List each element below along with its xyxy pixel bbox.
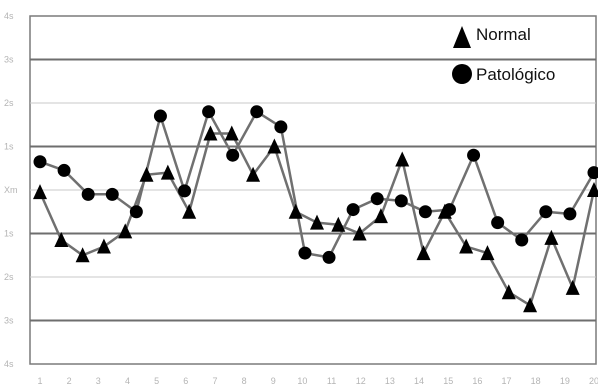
data-point-normal (224, 125, 239, 141)
data-point-normal (373, 208, 388, 224)
x-tick-label: 11 (327, 376, 336, 386)
y-tick-label: 4s (4, 359, 14, 369)
x-tick-label: 4 (125, 376, 130, 386)
y-tick-label: 3s (4, 55, 14, 65)
data-point-normal (501, 284, 516, 300)
data-point-normal (459, 238, 474, 254)
data-point-normal (203, 125, 218, 141)
x-tick-label: 14 (414, 376, 424, 386)
data-point-patologico (81, 187, 95, 201)
x-tick-label: 6 (183, 376, 188, 386)
x-tick-label: 15 (443, 376, 453, 386)
data-point-normal (565, 279, 580, 295)
x-tick-label: 1 (37, 376, 42, 386)
x-tick-label: 12 (356, 376, 366, 386)
data-point-patologico (491, 216, 505, 230)
data-point-patologico (370, 192, 384, 206)
data-point-normal (33, 184, 47, 200)
data-point-patologico (394, 194, 408, 208)
x-tick-label: 13 (385, 376, 395, 386)
data-point-patologico (250, 105, 264, 119)
data-point-patologico (346, 203, 360, 217)
x-tick-label: 10 (297, 376, 307, 386)
legend-label-normal: Normal (476, 25, 531, 44)
data-point-normal (544, 229, 559, 245)
legend: Normal Patológico (452, 25, 555, 84)
series-lines (38, 110, 596, 307)
data-point-normal (331, 216, 346, 232)
data-point-normal (587, 182, 598, 197)
x-tick-label: 16 (472, 376, 482, 386)
data-point-patologico (202, 105, 216, 119)
y-tick-label: 3s (4, 316, 14, 326)
data-point-patologico (33, 155, 47, 169)
data-point-normal (267, 138, 282, 154)
data-point-patologico (539, 205, 553, 219)
x-tick-label: 19 (560, 376, 570, 386)
data-point-normal (182, 203, 197, 219)
x-tick-label: 20 (589, 376, 598, 386)
data-point-normal (416, 245, 431, 261)
data-point-patologico (322, 250, 336, 264)
y-tick-label: 2s (4, 272, 14, 282)
x-tick-label: 2 (67, 376, 72, 386)
data-point-patologico (226, 148, 240, 162)
x-tick-label: 5 (154, 376, 159, 386)
x-tick-label: 7 (212, 376, 217, 386)
data-point-normal (523, 297, 538, 313)
data-point-patologico (587, 166, 598, 180)
data-point-patologico (105, 187, 119, 201)
legend-label-patologico: Patológico (476, 65, 555, 84)
x-tick-label: 3 (96, 376, 101, 386)
data-point-patologico (153, 109, 167, 123)
data-point-normal (139, 166, 154, 182)
data-point-patologico (274, 120, 288, 134)
data-point-patologico (515, 233, 529, 247)
data-point-patologico (129, 205, 143, 219)
y-tick-label: 1s (4, 229, 14, 239)
data-point-normal (352, 225, 367, 241)
data-point-normal (118, 223, 133, 239)
y-tick-label: 2s (4, 98, 14, 108)
series-markers (33, 105, 598, 313)
data-point-patologico (298, 246, 312, 260)
y-tick-label: 1s (4, 142, 14, 152)
data-point-normal (395, 151, 410, 167)
data-point-normal (75, 247, 90, 263)
data-point-normal (160, 164, 175, 180)
data-point-normal (54, 232, 69, 248)
data-point-patologico (467, 148, 481, 162)
y-tick-label: Xm (4, 185, 18, 195)
data-point-normal (96, 238, 111, 254)
data-point-normal (480, 245, 495, 261)
legend-triangle-marker (453, 26, 471, 48)
data-point-normal (246, 166, 261, 182)
legend-circle-marker (452, 64, 472, 84)
data-point-patologico (563, 207, 577, 221)
x-tick-label: 18 (531, 376, 541, 386)
data-point-patologico (178, 184, 192, 198)
x-tick-label: 8 (242, 376, 247, 386)
x-tick-label: 9 (271, 376, 276, 386)
data-point-patologico (418, 205, 432, 219)
y-tick-label: 4s (4, 11, 14, 21)
data-point-normal (310, 214, 324, 230)
x-tick-label: 17 (502, 376, 512, 386)
data-point-patologico (442, 203, 456, 217)
data-point-normal (288, 203, 303, 219)
data-point-patologico (57, 163, 71, 177)
